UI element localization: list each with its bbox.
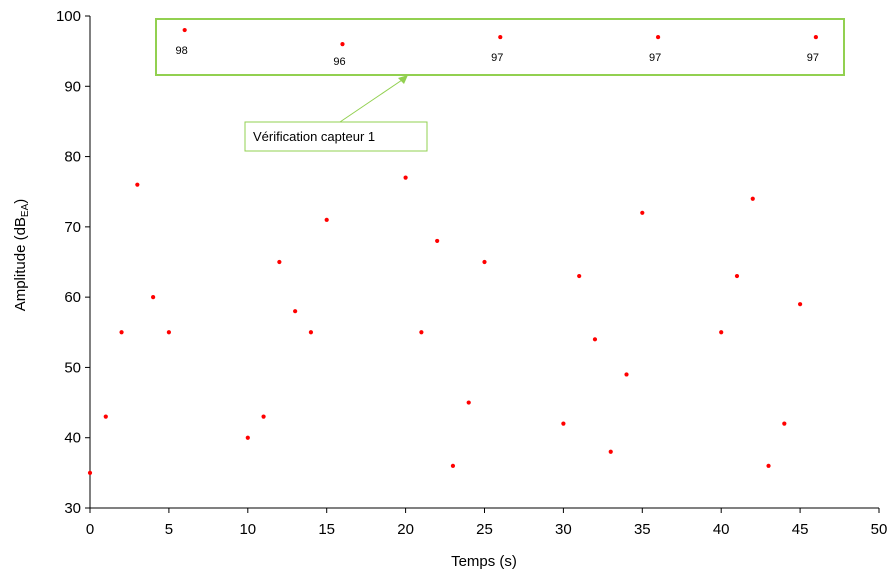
data-point [592, 337, 598, 342]
x-tick-label: 35 [634, 521, 651, 538]
highlight-box [155, 18, 845, 76]
data-point [561, 421, 566, 426]
data-point [261, 414, 266, 419]
data-point [766, 463, 771, 468]
data-point [435, 238, 440, 244]
y-tick-label: 50 [64, 359, 81, 376]
data-point [640, 210, 645, 215]
data-point [798, 302, 803, 307]
data-point [655, 34, 661, 40]
annotation-box [244, 121, 428, 152]
data-label: 97 [491, 52, 503, 64]
x-tick-label: 25 [476, 521, 493, 538]
y-ticks: 30 40 50 60 70 80 90 100 [56, 8, 90, 517]
data-points [87, 27, 818, 475]
highlight-box-group [155, 18, 845, 76]
data-point [293, 309, 298, 314]
data-point [87, 470, 93, 475]
data-point [608, 449, 613, 454]
data-point [466, 400, 471, 405]
y-axis-title-main: Amplitude (dB [12, 217, 29, 311]
data-label: 96 [333, 56, 345, 68]
annotation-callout: Vérification capteur 1 [244, 75, 428, 152]
y-axis-title-close: ) [12, 199, 29, 204]
x-tick-label: 45 [792, 521, 809, 538]
data-label: 97 [649, 52, 661, 64]
data-point [151, 295, 156, 300]
x-tick-label: 30 [555, 521, 572, 538]
y-tick-label: 30 [64, 500, 81, 517]
y-tick-label: 60 [64, 289, 81, 306]
data-point [324, 217, 329, 222]
data-point [166, 330, 171, 335]
x-tick-label: 15 [318, 521, 335, 538]
data-label: 97 [807, 52, 819, 64]
annotation-text: Vérification capteur 1 [253, 129, 375, 144]
data-label: 98 [176, 45, 188, 57]
y-tick-label: 90 [64, 78, 81, 95]
y-axis-title: Amplitude (dBEA) [12, 199, 31, 312]
x-tick-label: 40 [713, 521, 730, 538]
x-axis-title: Temps (s) [451, 553, 517, 570]
data-point [308, 330, 314, 335]
annotation-leader-line [336, 77, 406, 125]
data-point [103, 414, 108, 419]
data-point [419, 330, 424, 335]
y-axis-title-sub: EA [20, 203, 31, 217]
data-point [782, 421, 787, 426]
y-tick-label: 40 [64, 430, 81, 447]
data-point [245, 435, 250, 440]
data-point [719, 330, 724, 335]
data-point [277, 259, 282, 265]
data-point [813, 34, 818, 40]
data-point [734, 273, 740, 279]
data-point [119, 330, 124, 335]
x-tick-label: 10 [239, 521, 256, 538]
data-point [624, 372, 629, 377]
data-point [182, 27, 187, 33]
x-tick-label: 20 [397, 521, 414, 538]
x-tick-label: 0 [86, 521, 94, 538]
data-point [135, 182, 140, 187]
data-point [498, 34, 503, 40]
data-point [482, 259, 487, 265]
x-tick-label: 50 [871, 521, 888, 538]
data-point [577, 273, 582, 279]
data-point [450, 463, 456, 468]
y-tick-label: 80 [64, 149, 81, 166]
annotation-arrowhead [398, 75, 408, 84]
data-point [340, 42, 345, 47]
data-point [750, 196, 755, 201]
data-point [403, 175, 408, 180]
x-tick-label: 5 [165, 521, 173, 538]
y-tick-label: 100 [56, 8, 81, 25]
y-tick-label: 70 [64, 219, 81, 236]
data-labels: 98 96 97 97 97 [176, 45, 819, 68]
x-ticks: 0 5 10 15 20 25 30 35 40 45 50 [86, 508, 888, 538]
